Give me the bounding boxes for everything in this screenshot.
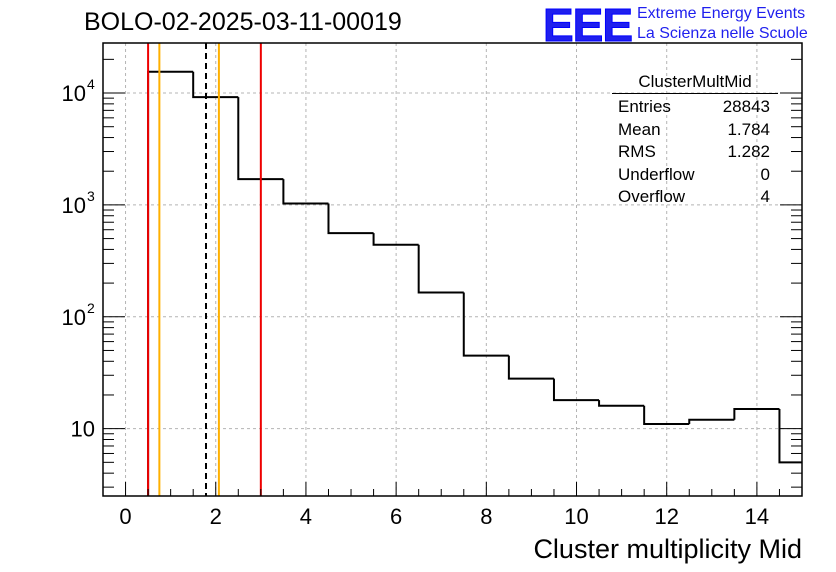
stats-row-rms: RMS 1.282 [612,141,778,164]
marker-lines [147,43,262,496]
histogram-bin [417,244,464,294]
eee-logo: EEE [542,0,633,51]
x-tick-label: 12 [654,504,678,529]
y-tick-label: 10 [62,305,86,330]
histogram-bin [462,292,509,357]
stats-label: Mean [618,119,661,139]
stats-label: RMS [618,142,656,161]
stats-box: ClusterMultMid Entries 28843 Mean 1.784 … [612,72,778,209]
histogram-bin [237,97,284,181]
stats-row-mean: Mean 1.784 [612,119,778,142]
y-tick-exponent: 3 [87,188,95,204]
histogram-bin [147,70,194,496]
y-tick-label: 10 [62,193,86,218]
x-tick-label: 14 [745,504,769,529]
stats-label: Entries [618,97,671,116]
x-tick-label: 0 [119,504,131,529]
logo-line-2: La Scienza nelle Scuole [637,25,808,42]
y-tick-exponent: 2 [87,300,95,316]
histogram-bin [372,233,419,246]
chart-title: BOLO-02-2025-03-11-00019 [84,8,402,36]
histogram-bin [598,400,645,407]
x-tick-label: 6 [390,504,402,529]
y-tick-label: 10 [71,417,95,442]
stats-value: 28843 [722,97,770,116]
stats-value: 1.282 [727,142,770,161]
histogram-bin [282,179,329,205]
logo-line-1: Extreme Energy Events [637,5,806,22]
stats-value: 1.784 [727,119,770,139]
stats-row-overflow: Overflow 4 [612,186,778,209]
histogram-bin [192,71,239,99]
stats-value: 0 [760,164,770,184]
x-tick-label: 2 [210,504,222,529]
stats-row-entries: Entries 28843 [612,96,778,119]
plot-frame [102,42,803,497]
stats-title: ClusterMultMid [612,72,778,94]
histogram-bin [327,203,374,235]
histogram-bin [733,407,780,420]
stats-label: Underflow [618,164,695,184]
x-tick-label: 8 [480,504,492,529]
histogram-bin [552,378,600,402]
histogram-bin [688,418,735,425]
axis-ticks [102,58,803,496]
histogram-bin [778,408,802,464]
x-axis-label: Cluster multiplicity Mid [533,534,802,564]
stats-row-underflow: Underflow 0 [612,164,778,187]
histogram-bin [643,405,690,426]
stats-label: Overflow [618,187,686,206]
x-tick-label: 4 [300,504,312,529]
stats-value: 4 [760,187,770,206]
y-tick-exponent: 4 [87,76,95,92]
y-tick-label: 10 [62,81,86,106]
x-tick-label: 10 [564,504,588,529]
histogram-bin [507,355,554,380]
